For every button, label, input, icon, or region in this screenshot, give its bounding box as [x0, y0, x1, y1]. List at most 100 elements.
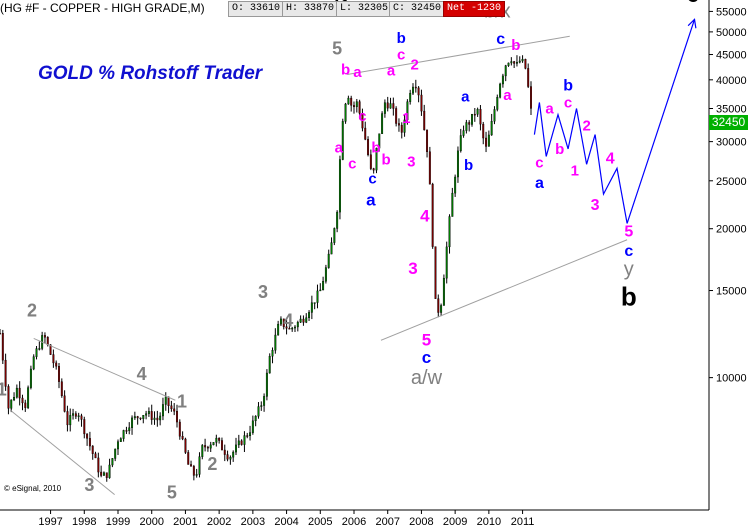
candle-body: [122, 430, 125, 439]
candle-body: [414, 86, 417, 89]
candle-body: [454, 176, 457, 194]
candle-body: [459, 135, 462, 152]
wave-label: a: [353, 64, 362, 81]
y-tick-label: 15000: [716, 286, 747, 298]
chart-symbol-title: (HG #F - COPPER - HIGH GRADE,M): [0, 1, 205, 15]
candle-body: [361, 113, 364, 129]
y-tick-label: 30000: [716, 137, 747, 149]
candle-body: [310, 302, 313, 313]
candle-body: [86, 433, 89, 439]
candle-body: [372, 168, 375, 171]
candle-body: [176, 411, 178, 423]
trendline: [380, 239, 628, 341]
wave-label: c: [496, 31, 505, 48]
y-tick-label: 20000: [716, 224, 747, 236]
wave-label: 3: [408, 259, 417, 278]
candle-body: [308, 312, 311, 318]
candle-body: [198, 456, 201, 475]
x-tick-label: 1998: [72, 516, 96, 528]
candle-body: [55, 362, 58, 367]
candle-body: [291, 327, 294, 330]
wave-label: c: [397, 46, 405, 63]
candle-body: [77, 415, 80, 417]
candle-body: [102, 472, 105, 476]
candle-body: [220, 440, 223, 451]
candle-body: [190, 464, 193, 467]
candle-body: [229, 456, 232, 460]
candle-body: [473, 113, 476, 116]
projection-arrowhead: [687, 18, 697, 29]
candle-body: [139, 417, 142, 420]
x-tick-label: 2009: [443, 516, 467, 528]
candle-body: [282, 318, 285, 327]
candle-body: [125, 430, 128, 432]
candle-body: [271, 350, 274, 357]
candle-body: [91, 445, 94, 454]
wave-label: 1: [571, 163, 579, 180]
candle-body: [417, 87, 420, 96]
candle-body: [322, 281, 325, 291]
candle-body: [184, 438, 187, 453]
candle-body: [302, 318, 305, 323]
candle-body: [173, 408, 176, 412]
candle-body: [32, 356, 35, 370]
x-tick-label: 2007: [375, 516, 399, 528]
candle-body: [52, 354, 55, 364]
candle-body: [226, 454, 229, 460]
candle-body: [277, 323, 280, 336]
x-tick-label: 2011: [511, 516, 535, 528]
candle-body: [527, 68, 530, 87]
candle-body: [437, 298, 440, 313]
candle-body: [58, 366, 60, 382]
candle-body: [456, 150, 459, 178]
candle-body: [128, 427, 131, 432]
x-tick-label: 2000: [139, 516, 163, 528]
candle-body: [7, 386, 10, 409]
x-tick-label: 1997: [38, 516, 62, 528]
candle-body: [338, 159, 341, 213]
candle-body: [218, 437, 221, 441]
candle-body: [530, 86, 532, 109]
candle-body: [305, 317, 308, 323]
candle-body: [395, 108, 398, 124]
candle-body: [88, 438, 91, 447]
wave-label: 2: [27, 300, 37, 320]
wave-label: b: [381, 151, 390, 168]
candle-body: [254, 415, 257, 422]
candle-body: [204, 445, 207, 448]
candle-body: [341, 121, 344, 160]
wave-label: 5: [422, 331, 431, 350]
candle-body: [201, 445, 204, 457]
candle-body: [117, 441, 119, 450]
candle-body: [485, 137, 488, 147]
candle-body: [240, 440, 243, 445]
candle-body: [24, 402, 27, 408]
wave-label: c: [535, 154, 543, 171]
x-tick-label: 2001: [173, 516, 197, 528]
candle-body: [381, 113, 384, 134]
wave-label: c: [624, 243, 633, 260]
wave-label: 5: [167, 482, 177, 502]
candle-body: [29, 368, 32, 388]
candle-body: [131, 417, 134, 428]
wave-label: 3: [84, 475, 94, 495]
trendline: [347, 35, 570, 76]
candle-body: [445, 246, 448, 279]
candle-body: [212, 442, 215, 446]
x-tick-label: 1999: [106, 516, 130, 528]
wave-label: c: [348, 155, 356, 172]
wave-label: a: [535, 175, 544, 192]
candle-body: [178, 421, 181, 437]
x-tick-label: 2010: [477, 516, 501, 528]
candle-body: [479, 108, 482, 125]
candle-body: [46, 337, 49, 346]
candle-body: [521, 58, 524, 62]
candle-body: [397, 123, 400, 126]
candle-body: [409, 92, 412, 102]
candle-body: [316, 290, 319, 303]
candle-body: [251, 420, 254, 433]
candle-body: [263, 396, 266, 406]
y-tick-label: 35000: [716, 104, 747, 116]
